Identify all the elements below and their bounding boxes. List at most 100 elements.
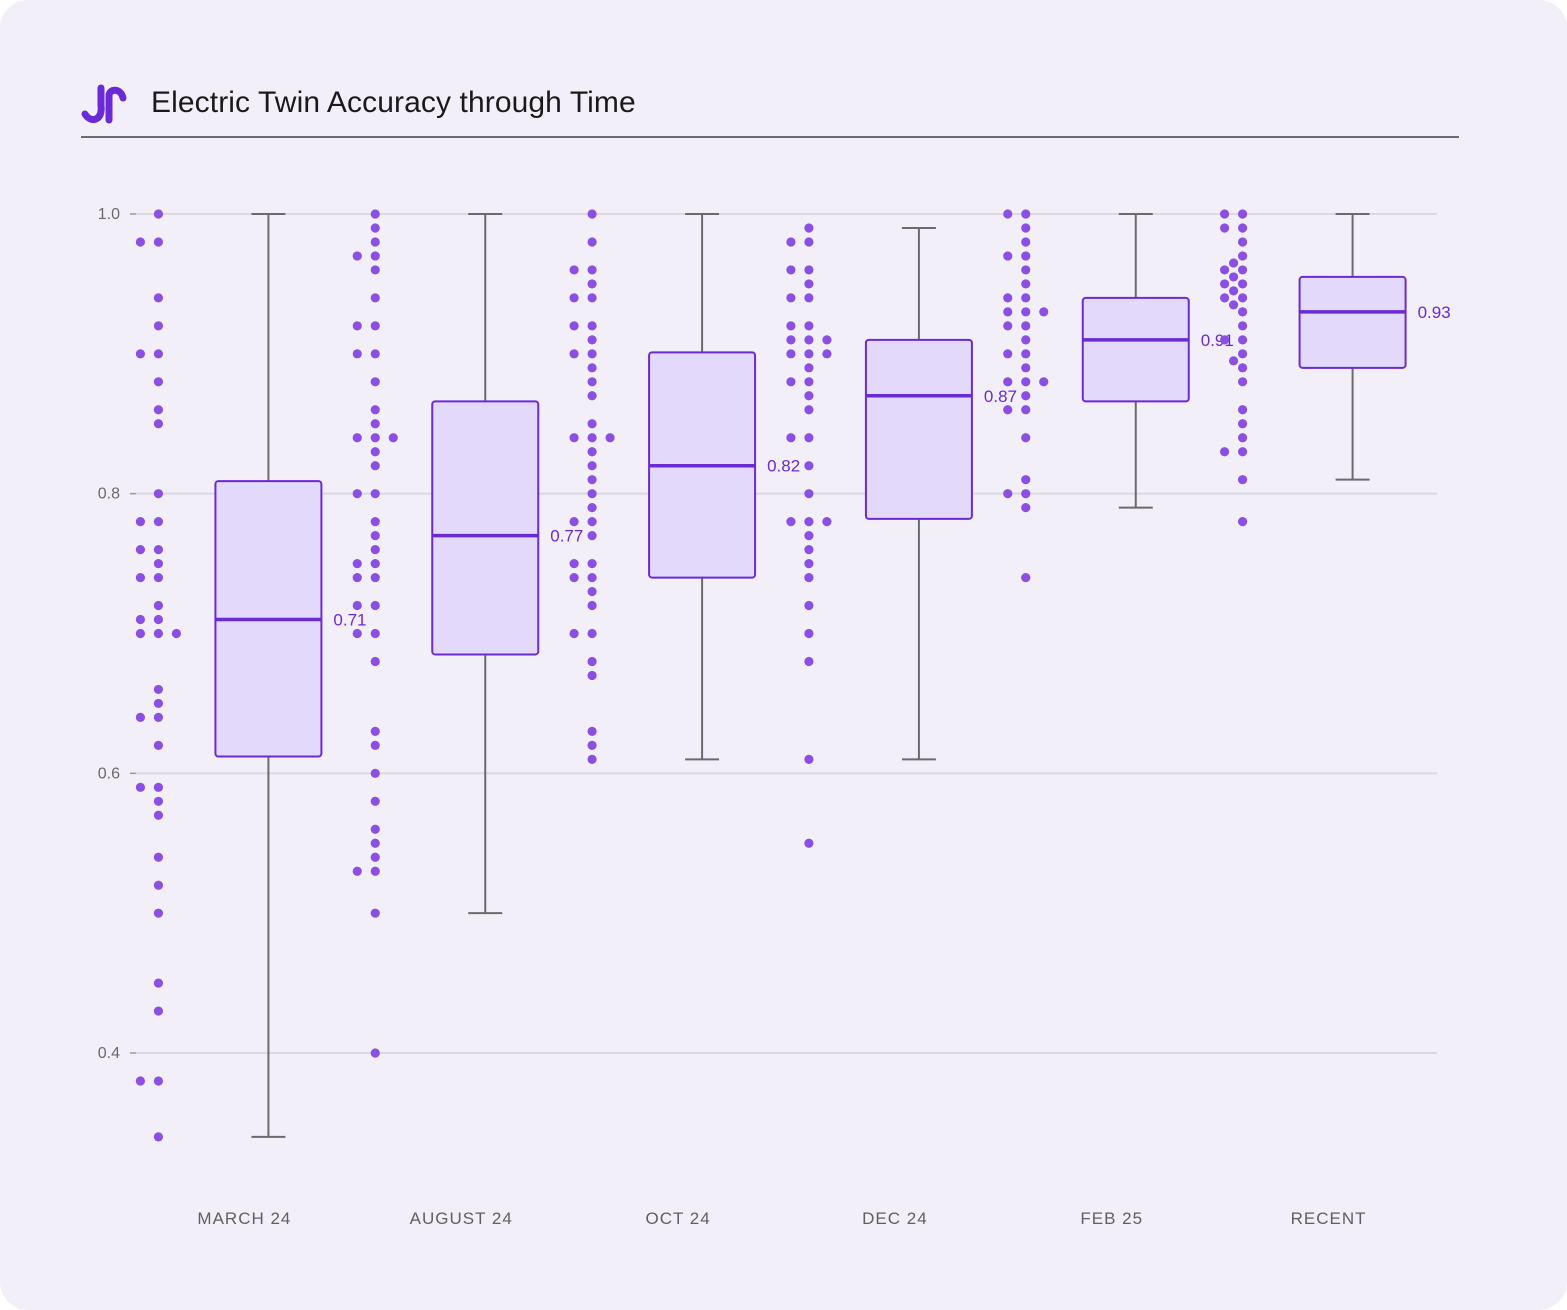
data-point [1237, 475, 1248, 485]
y-tick-label: 0.4 [98, 1045, 120, 1062]
data-point [1021, 405, 1031, 415]
data-point [822, 335, 832, 345]
data-point [587, 433, 597, 443]
data-point [1237, 279, 1248, 289]
data-point [804, 405, 814, 415]
data-point [370, 321, 380, 331]
data-point [1003, 307, 1013, 317]
data-point [171, 628, 182, 639]
data-point [569, 265, 579, 275]
data-point [153, 558, 164, 569]
x-category-label: FEB 25 [1080, 1209, 1143, 1228]
data-point [1003, 251, 1013, 261]
data-point [804, 754, 814, 764]
data-point [569, 572, 579, 583]
data-point [1237, 517, 1248, 527]
data-point [1228, 272, 1239, 282]
data-point [135, 782, 146, 792]
data-point [1003, 321, 1013, 331]
data-point [587, 517, 597, 527]
data-point [1237, 293, 1248, 303]
data-point [587, 363, 597, 373]
data-point [587, 419, 597, 429]
x-category-label: OCT 24 [645, 1209, 710, 1228]
data-point [370, 852, 380, 862]
data-point [153, 1132, 164, 1142]
data-point [1219, 335, 1230, 345]
data-point [587, 740, 597, 750]
data-point [587, 321, 597, 331]
data-point [569, 628, 579, 639]
data-point [804, 517, 814, 527]
data-point [786, 265, 796, 275]
data-point [1237, 307, 1248, 317]
data-point [1237, 377, 1248, 387]
data-point [1021, 489, 1031, 499]
data-point [1237, 265, 1248, 275]
data-point [804, 265, 814, 275]
data-point [804, 363, 814, 373]
data-point [370, 461, 380, 471]
data-point [569, 558, 579, 569]
data-point [804, 321, 814, 331]
iqr-box [1298, 275, 1407, 369]
data-point [587, 265, 597, 275]
data-point [1021, 335, 1031, 345]
data-point [153, 321, 164, 331]
data-point [1237, 433, 1248, 443]
data-point [1003, 489, 1013, 499]
data-point [1228, 258, 1239, 268]
data-point [1021, 363, 1031, 373]
data-point [804, 293, 814, 303]
data-point [1003, 349, 1013, 359]
data-point [153, 628, 164, 639]
data-point [135, 349, 146, 359]
data-point [153, 740, 164, 750]
data-point [786, 293, 796, 303]
data-point [1003, 293, 1013, 303]
data-point [352, 628, 362, 639]
data-point [1021, 279, 1031, 289]
data-point [370, 405, 380, 415]
data-point [1237, 447, 1248, 457]
data-point [1021, 321, 1031, 331]
data-point [135, 572, 146, 583]
data-point [587, 558, 597, 569]
data-point [804, 600, 814, 611]
data-point [587, 586, 597, 597]
data-point [1021, 572, 1031, 583]
data-point [1237, 335, 1248, 345]
data-point [786, 517, 796, 527]
data-point [1021, 209, 1031, 219]
data-point [153, 1006, 164, 1016]
data-point [786, 433, 796, 443]
chart-header: Electric Twin Accuracy through Time [81, 80, 1459, 138]
data-point [135, 614, 146, 625]
data-point [1228, 286, 1239, 296]
data-point [370, 265, 380, 275]
data-point [153, 545, 164, 555]
median-label: 0.82 [767, 457, 800, 476]
y-tick-label: 0.6 [98, 765, 120, 782]
data-point [370, 796, 380, 806]
data-point [569, 349, 579, 359]
data-point [1237, 237, 1248, 247]
data-point [587, 531, 597, 541]
median-label: 0.93 [1418, 303, 1451, 322]
data-point [1021, 265, 1031, 275]
median-label: 0.77 [550, 527, 583, 546]
data-point [153, 489, 164, 499]
data-point [135, 545, 146, 555]
data-point [786, 335, 796, 345]
data-point [370, 447, 380, 457]
iqr-box [431, 400, 540, 656]
data-point [1237, 405, 1248, 415]
data-point [370, 558, 380, 569]
data-point [370, 768, 380, 778]
data-point [370, 377, 380, 387]
data-point [804, 558, 814, 569]
data-point [352, 600, 362, 611]
data-point [804, 838, 814, 848]
data-point [1219, 209, 1230, 219]
